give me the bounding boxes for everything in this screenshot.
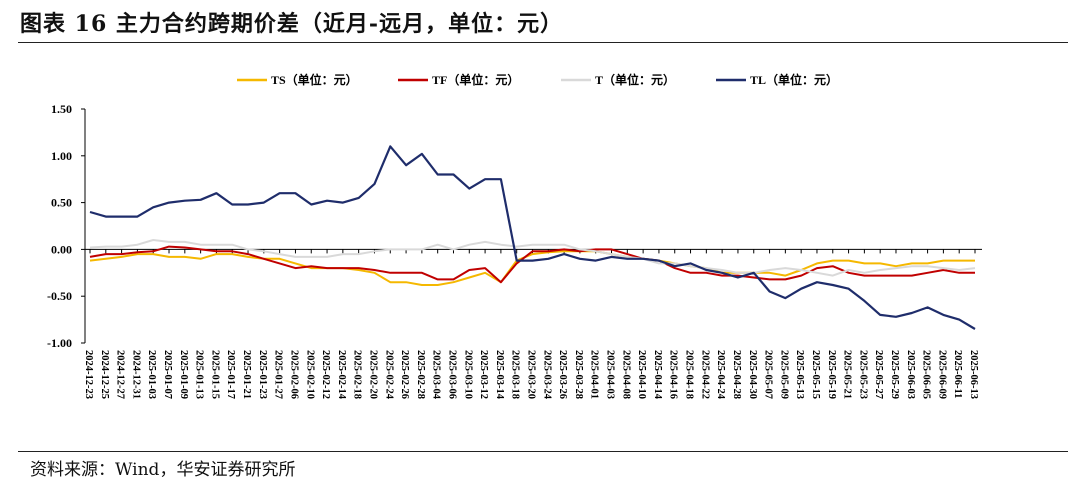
x-tick-label: 2025-05-23: [857, 350, 868, 399]
series-line-tf: [89, 245, 975, 284]
x-tick-label: 2025-01-23: [257, 350, 268, 399]
x-tick-label: 2025-01-07: [162, 350, 173, 399]
x-tick-label: 2025-01-15: [209, 350, 220, 399]
x-tick-label: 2025-02-14: [336, 350, 347, 400]
y-tick-label: 1.00: [51, 149, 72, 163]
legend-label: T（单位：元）: [595, 72, 675, 87]
x-tick-label: 2025-02-18: [352, 350, 363, 399]
x-tick-label: 2025-03-10: [462, 350, 473, 399]
legend-label: TS（单位：元）: [271, 72, 358, 87]
series-line-ts: [89, 250, 975, 286]
x-tick-label: 2025-02-12: [320, 350, 331, 399]
legend-label: TL（单位：元）: [750, 72, 838, 87]
x-tick-label: 2025-02-10: [304, 350, 315, 399]
x-tick-label: 2025-05-27: [873, 350, 884, 399]
x-tick-label: 2025-06-09: [936, 350, 947, 399]
x-tick-label: 2025-03-28: [573, 350, 584, 399]
x-tick-label: 2025-04-14: [652, 350, 663, 400]
x-tick-label: 2025-06-11: [952, 350, 963, 398]
x-tick-label: 2024-12-23: [83, 350, 94, 399]
x-tick-label: 2024-12-31: [130, 350, 141, 399]
x-tick-label: 2025-03-26: [557, 350, 568, 399]
x-tick-label: 2025-06-03: [905, 350, 916, 399]
x-tick-label: 2025-04-22: [699, 350, 710, 399]
series-line-tl: [89, 145, 976, 330]
y-tick-label: -1.00: [47, 336, 72, 350]
x-tick-label: 2025-02-24: [383, 350, 394, 400]
x-tick-label: 2025-04-01: [589, 350, 600, 399]
x-tick-label: 2025-06-05: [921, 350, 932, 399]
x-tick-label: 2025-01-17: [225, 350, 236, 399]
source-note: 资料来源：Wind，华安证券研究所: [30, 460, 296, 480]
x-tick-label: 2025-04-28: [731, 350, 742, 399]
series-line-t: [89, 239, 976, 277]
x-tick-label: 2024-12-25: [99, 350, 110, 399]
x-tick-label: 2025-04-24: [715, 350, 726, 400]
x-tick-label: 2025-06-13: [968, 350, 979, 399]
x-tick-label: 2025-03-18: [510, 350, 521, 399]
x-tick-label: 2025-03-24: [541, 350, 552, 400]
x-tick-label: 2025-01-09: [178, 350, 189, 399]
x-tick-label: 2025-05-07: [763, 350, 774, 399]
x-tick-label: 2025-05-15: [810, 350, 821, 399]
source-divider: [18, 451, 1068, 452]
y-tick-label: -0.50: [47, 289, 72, 303]
x-tick-label: 2025-01-03: [146, 350, 157, 399]
x-tick-label: 2025-02-28: [415, 350, 426, 399]
x-tick-label: 2025-05-13: [794, 350, 805, 399]
spread-line-chart: 1.50 1.00 0.50 0.00 -0.50 -1.00 2024-12-23 2024…: [47, 72, 982, 400]
y-tick-label: 0.00: [51, 242, 72, 256]
x-tick-label: 2025-02-20: [367, 350, 378, 399]
x-tick-label: 2025-05-29: [889, 350, 900, 399]
x-tick-label: 2025-01-21: [241, 350, 252, 399]
figure-title: 图表 16 主力合约跨期价差（近月-远月，单位：元）: [20, 11, 564, 37]
y-tick-label: 0.50: [51, 196, 72, 210]
title-divider: [18, 42, 1068, 43]
x-tick-label: 2025-01-27: [273, 350, 284, 399]
x-tick-label: 2025-05-21: [842, 350, 853, 399]
y-tick-label: 1.50: [51, 102, 72, 116]
x-tick-label: 2025-04-30: [747, 350, 758, 399]
x-tick-label: 2025-05-19: [826, 350, 837, 399]
x-tick-label: 2025-01-13: [194, 350, 205, 399]
x-tick-label: 2025-05-09: [778, 350, 789, 399]
x-tick-label: 2025-04-18: [684, 350, 695, 399]
legend-label: TF（单位：元）: [432, 72, 519, 87]
x-tick-label: 2025-02-26: [399, 350, 410, 399]
x-tick-label: 2024-12-27: [115, 350, 126, 399]
x-tick-label: 2025-02-06: [288, 350, 299, 399]
x-tick-label: 2025-03-12: [478, 350, 489, 399]
x-tick-label: 2025-03-04: [431, 350, 442, 400]
x-tick-label: 2025-03-06: [446, 350, 457, 399]
x-tick-label: 2025-04-03: [605, 350, 616, 399]
x-tick-label: 2025-03-20: [526, 350, 537, 399]
x-tick-label: 2025-04-08: [620, 350, 631, 399]
x-tick-label: 2025-04-10: [636, 350, 647, 399]
x-tick-label: 2025-04-16: [668, 350, 679, 399]
x-tick-label: 2025-03-14: [494, 350, 505, 400]
